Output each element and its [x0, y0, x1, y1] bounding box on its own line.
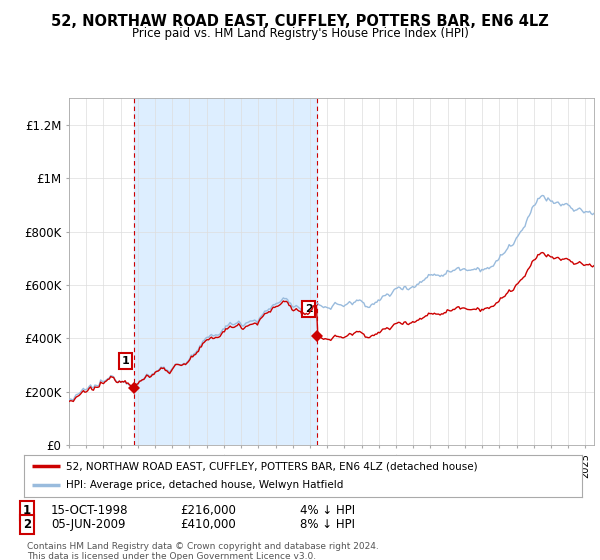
Text: HPI: Average price, detached house, Welwyn Hatfield: HPI: Average price, detached house, Welw… — [66, 480, 343, 491]
Text: 05-JUN-2009: 05-JUN-2009 — [51, 518, 125, 531]
Text: 15-OCT-1998: 15-OCT-1998 — [51, 504, 128, 517]
Text: Contains HM Land Registry data © Crown copyright and database right 2024.
This d: Contains HM Land Registry data © Crown c… — [27, 542, 379, 560]
Text: 52, NORTHAW ROAD EAST, CUFFLEY, POTTERS BAR, EN6 4LZ: 52, NORTHAW ROAD EAST, CUFFLEY, POTTERS … — [51, 14, 549, 29]
Text: 1: 1 — [122, 356, 130, 366]
Text: 2: 2 — [23, 518, 31, 531]
Text: 52, NORTHAW ROAD EAST, CUFFLEY, POTTERS BAR, EN6 4LZ (detached house): 52, NORTHAW ROAD EAST, CUFFLEY, POTTERS … — [66, 461, 478, 471]
Text: 1: 1 — [23, 504, 31, 517]
Text: Price paid vs. HM Land Registry's House Price Index (HPI): Price paid vs. HM Land Registry's House … — [131, 27, 469, 40]
Text: 8% ↓ HPI: 8% ↓ HPI — [300, 518, 355, 531]
Text: 2: 2 — [305, 304, 313, 314]
Text: £216,000: £216,000 — [180, 504, 236, 517]
Bar — [134, 98, 317, 445]
Text: 4% ↓ HPI: 4% ↓ HPI — [300, 504, 355, 517]
Text: £410,000: £410,000 — [180, 518, 236, 531]
